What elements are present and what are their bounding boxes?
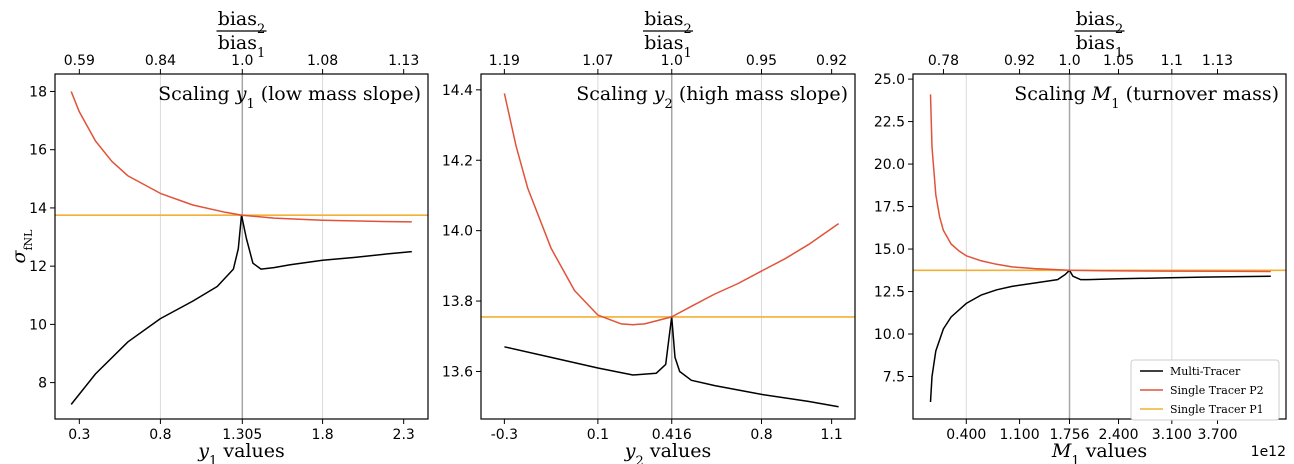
y-tick-label: 14.4 xyxy=(442,83,473,99)
panel-annotation: Scaling M1 (turnover mass) xyxy=(1014,83,1279,112)
series-multi xyxy=(70,214,412,405)
y-tick-label: 10 xyxy=(29,317,47,333)
top-axis-label-denominator: bias1 xyxy=(218,32,266,61)
panel-annotation: Scaling y1 (low mass slope) xyxy=(158,83,421,112)
x-tick-label: 1.305 xyxy=(222,427,262,443)
top-axis-label-denominator: bias1 xyxy=(1076,32,1124,61)
y-tick-label: 15.0 xyxy=(874,242,905,258)
top-tick-label: 0.59 xyxy=(64,53,95,69)
top-tick-label: 1.0 xyxy=(661,53,683,69)
x-axis-label: y2 values xyxy=(624,440,711,464)
top-tick-label: 1.0 xyxy=(231,53,253,69)
top-tick-label: 1.13 xyxy=(1202,53,1233,69)
y-tick-label: 25.0 xyxy=(874,72,905,88)
top-axis-label-numerator: bias2 xyxy=(1076,8,1124,37)
top-axis-label-denominator: bias1 xyxy=(644,32,692,61)
top-tick-label: 1.05 xyxy=(1103,53,1134,69)
legend-label-multi: Multi-Tracer xyxy=(1170,365,1241,378)
x-tick-label: 1.1 xyxy=(820,427,842,443)
x-tick-label: 0.8 xyxy=(149,427,171,443)
x-axis-label: y1 values xyxy=(197,440,284,464)
y-tick-label: 14.2 xyxy=(442,153,473,169)
top-tick-label: 0.92 xyxy=(816,53,847,69)
y-tick-label: 14.0 xyxy=(442,224,473,240)
x-axis-label: M1 values xyxy=(1051,440,1147,464)
y-tick-label: 12.5 xyxy=(874,285,905,301)
x-tick-label: 0.416 xyxy=(652,427,692,443)
x-tick-label: 1.100 xyxy=(1000,427,1040,443)
y-axis-label: σfNL xyxy=(8,229,35,264)
top-tick-label: 1.07 xyxy=(582,53,613,69)
top-tick-label: 1.19 xyxy=(489,53,520,69)
series-p2 xyxy=(70,91,412,223)
x-tick-label: 1.8 xyxy=(311,427,333,443)
y-tick-label: 22.5 xyxy=(874,115,905,131)
x-tick-label: 0.1 xyxy=(587,427,609,443)
y-tick-label: 8 xyxy=(38,376,47,392)
y-tick-label: 7.5 xyxy=(883,370,905,386)
x-tick-label: -0.3 xyxy=(491,427,518,443)
y-tick-label: 10.0 xyxy=(874,327,905,343)
top-tick-label: 1.13 xyxy=(388,53,419,69)
series-p2 xyxy=(503,93,840,326)
y-tick-label: 13.8 xyxy=(442,294,473,310)
y-tick-label: 16 xyxy=(29,143,47,159)
series-multi xyxy=(929,269,1271,403)
top-tick-label: 0.92 xyxy=(1004,53,1035,69)
x-tick-label: 2.3 xyxy=(393,427,415,443)
legend-label-p2: Single Tracer P2 xyxy=(1170,384,1264,397)
x-tick-label: 3.100 xyxy=(1152,427,1192,443)
y-tick-label: 12 xyxy=(29,259,47,275)
top-axis-label-numerator: bias2 xyxy=(218,8,266,37)
panel-y2-scaling: -0.3 0.1 0.416 0.8 1.1 13.6 13.8 14.0 14.2 14.4 1.… xyxy=(442,8,856,464)
top-tick-label: 0.95 xyxy=(746,53,777,69)
x-tick-label: 2.400 xyxy=(1098,427,1138,443)
x-tick-label: 0.8 xyxy=(750,427,772,443)
axes-frame xyxy=(480,73,856,420)
top-axis-label-numerator: bias2 xyxy=(644,8,692,37)
top-tick-label: 1.08 xyxy=(307,53,338,69)
legend-label-p1: Single Tracer P1 xyxy=(1170,403,1264,416)
x-tick-label: 1.756 xyxy=(1049,427,1089,443)
y-tick-label: 20.0 xyxy=(874,157,905,173)
x-tick-label: 0.3 xyxy=(68,427,90,443)
axes-frame xyxy=(54,73,429,420)
top-tick-label: 1.0 xyxy=(1058,53,1080,69)
x-tick-label: 3.700 xyxy=(1197,427,1237,443)
panel-annotation: Scaling y2 (high mass slope) xyxy=(576,83,848,112)
legend: Multi-Tracer Single Tracer P2 Single Tra… xyxy=(1130,359,1280,421)
x-offset-text: 1e12 xyxy=(1251,444,1286,460)
legend-box xyxy=(1130,359,1280,421)
y-tick-label: 14 xyxy=(29,201,47,217)
axes-frame xyxy=(912,73,1287,420)
y-tick-label: 13.6 xyxy=(442,364,473,380)
top-tick-label: 0.84 xyxy=(145,53,176,69)
panel-m1-scaling: 0.400 1.100 1.756 2.400 3.100 3.700 7.5 10.0 12.… xyxy=(874,8,1287,464)
y-tick-label: 18 xyxy=(29,84,47,100)
top-tick-label: 1.1 xyxy=(1161,53,1183,69)
panel-y1-scaling: 0.3 0.8 1.305 1.8 2.3 8 10 12 14 16 18 0.59 0.84 1.0 1… xyxy=(8,8,429,464)
top-tick-label: 0.78 xyxy=(928,53,959,69)
series-p2 xyxy=(929,94,1271,273)
x-tick-label: 0.400 xyxy=(946,427,986,443)
y-tick-label: 17.5 xyxy=(874,200,905,216)
